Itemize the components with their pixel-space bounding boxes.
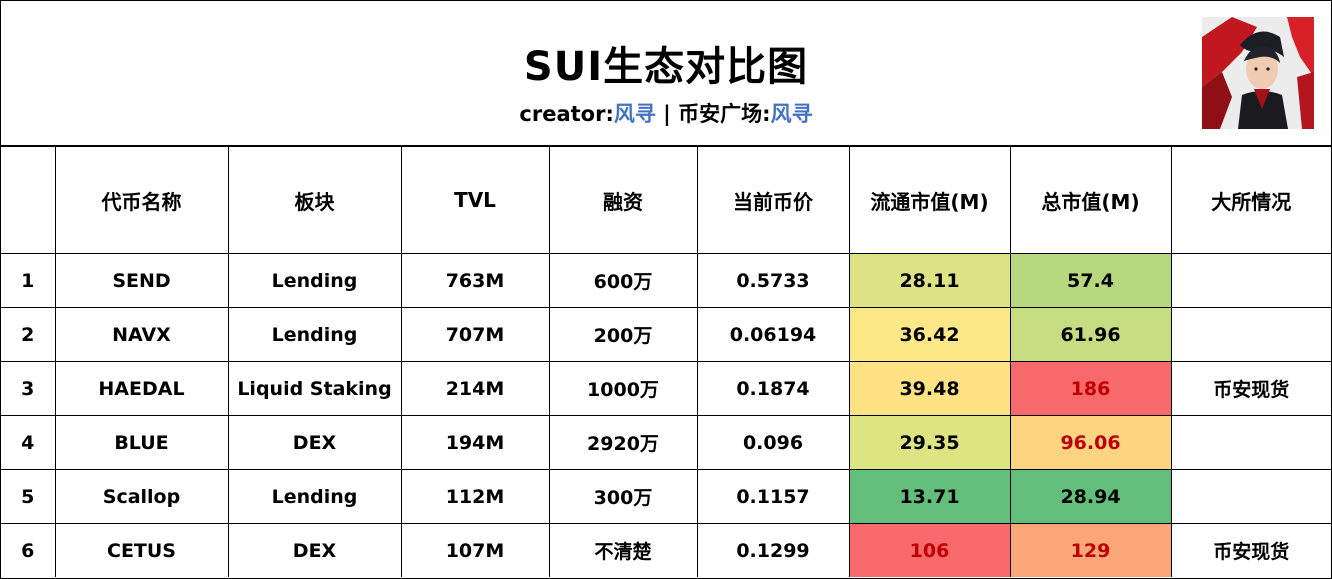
cell-funding: 600万 <box>548 253 698 308</box>
cell-circ-mcap: 28.11 <box>848 253 1011 308</box>
dragon-warrior-avatar-icon <box>1202 17 1314 129</box>
col-header-total-mcap: 总市值(M) <box>1009 146 1172 254</box>
cell-tvl: 194M <box>400 415 550 470</box>
cell-index: 1 <box>1 253 56 308</box>
cell-circ-mcap: 106 <box>848 523 1011 577</box>
table-row: 2 NAVX Lending 707M 200万 0.06194 36.42 6… <box>1 307 1331 362</box>
cell-tvl: 112M <box>400 469 550 524</box>
cell-circ-mcap: 29.35 <box>848 415 1011 470</box>
creator-label: creator: <box>519 102 614 126</box>
cell-token-name: Scallop <box>54 469 229 524</box>
cell-token-name: SEND <box>54 253 229 308</box>
table-row: 4 BLUE DEX 194M 2920万 0.096 29.35 96.06 <box>1 415 1331 470</box>
cell-total-mcap: 57.4 <box>1009 253 1172 308</box>
table-header-row: 代币名称 板块 TVL 融资 当前币价 流通市值(M) 总市值(M) 大所情况 <box>1 146 1331 254</box>
table-row: 6 CETUS DEX 107M 不清楚 0.1299 106 129 币安现货 <box>1 523 1331 577</box>
cell-index: 5 <box>1 469 56 524</box>
cell-circ-mcap: 39.48 <box>848 361 1011 416</box>
cell-sector: DEX <box>227 415 402 470</box>
page-title: SUI生态对比图 <box>523 44 809 90</box>
square-name-link[interactable]: 风寻 <box>770 102 813 126</box>
cell-index: 3 <box>1 361 56 416</box>
cell-sector: Liquid Staking <box>227 361 402 416</box>
creator-name-link[interactable]: 风寻 <box>613 102 656 126</box>
col-header-price: 当前币价 <box>696 146 850 254</box>
cell-funding: 不清楚 <box>548 523 698 577</box>
cell-exchange <box>1170 415 1331 470</box>
header: SUI生态对比图 creator:风寻 | 币安广场:风寻 <box>1 1 1331 146</box>
cell-price: 0.1157 <box>696 469 850 524</box>
table-row: 3 HAEDAL Liquid Staking 214M 1000万 0.187… <box>1 361 1331 416</box>
table-row: 5 Scallop Lending 112M 300万 0.1157 13.71… <box>1 469 1331 524</box>
cell-circ-mcap: 13.71 <box>848 469 1011 524</box>
square-label: 币安广场: <box>678 102 771 126</box>
cell-token-name: CETUS <box>54 523 229 577</box>
cell-sector: Lending <box>227 307 402 362</box>
cell-index: 6 <box>1 523 56 577</box>
separator: | <box>655 102 679 126</box>
cell-tvl: 707M <box>400 307 550 362</box>
credit-line: creator:风寻 | 币安广场:风寻 <box>1 98 1331 128</box>
col-header-funding: 融资 <box>548 146 698 254</box>
cell-exchange <box>1170 469 1331 524</box>
col-header-tvl: TVL <box>400 146 550 254</box>
cell-tvl: 763M <box>400 253 550 308</box>
col-header-token-name: 代币名称 <box>54 146 229 254</box>
cell-total-mcap: 186 <box>1009 361 1172 416</box>
cell-exchange <box>1170 307 1331 362</box>
cell-exchange <box>1170 253 1331 308</box>
cell-total-mcap: 61.96 <box>1009 307 1172 362</box>
cell-circ-mcap: 36.42 <box>848 307 1011 362</box>
cell-token-name: BLUE <box>54 415 229 470</box>
cell-price: 0.1874 <box>696 361 850 416</box>
table-row: 1 SEND Lending 763M 600万 0.5733 28.11 57… <box>1 253 1331 308</box>
col-header-sector: 板块 <box>227 146 402 254</box>
token-comparison-table: 代币名称 板块 TVL 融资 当前币价 流通市值(M) 总市值(M) 大所情况 … <box>1 146 1331 577</box>
avatar-illustration <box>1202 17 1314 129</box>
cell-price: 0.06194 <box>696 307 850 362</box>
cell-token-name: NAVX <box>54 307 229 362</box>
cell-funding: 1000万 <box>548 361 698 416</box>
cell-token-name: HAEDAL <box>54 361 229 416</box>
cell-index: 2 <box>1 307 56 362</box>
cell-tvl: 214M <box>400 361 550 416</box>
cell-tvl: 107M <box>400 523 550 577</box>
cell-index: 4 <box>1 415 56 470</box>
cell-funding: 200万 <box>548 307 698 362</box>
cell-total-mcap: 129 <box>1009 523 1172 577</box>
cell-price: 0.096 <box>696 415 850 470</box>
cell-exchange: 币安现货 <box>1170 523 1331 577</box>
col-header-index <box>1 146 56 254</box>
cell-funding: 2920万 <box>548 415 698 470</box>
cell-sector: Lending <box>227 253 402 308</box>
cell-exchange: 币安现货 <box>1170 361 1331 416</box>
col-header-circ-mcap: 流通市值(M) <box>848 146 1011 254</box>
cell-total-mcap: 28.94 <box>1009 469 1172 524</box>
cell-total-mcap: 96.06 <box>1009 415 1172 470</box>
cell-sector: DEX <box>227 523 402 577</box>
cell-price: 0.5733 <box>696 253 850 308</box>
cell-price: 0.1299 <box>696 523 850 577</box>
cell-funding: 300万 <box>548 469 698 524</box>
col-header-exchange: 大所情况 <box>1170 146 1331 254</box>
cell-sector: Lending <box>227 469 402 524</box>
